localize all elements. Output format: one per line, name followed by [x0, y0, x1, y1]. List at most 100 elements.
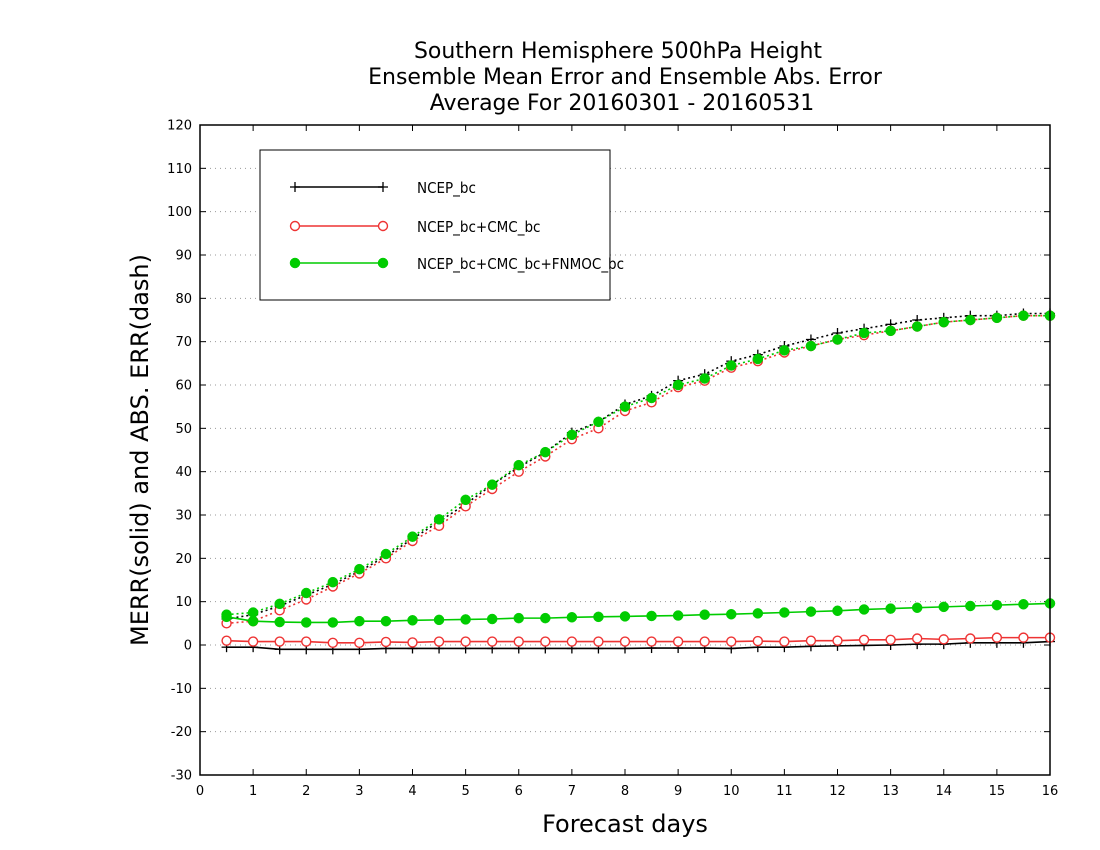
x-tick-label: 10 — [723, 784, 740, 799]
y-tick-label: 120 — [167, 119, 192, 134]
merr-point — [911, 602, 923, 613]
merr-point — [779, 636, 790, 647]
x-tick-label: 4 — [408, 784, 416, 799]
abs-err-point — [566, 429, 578, 441]
merr-point — [460, 636, 471, 647]
merr-point — [274, 636, 285, 647]
merr-point — [301, 636, 312, 647]
y-tick-label: 110 — [167, 162, 192, 177]
merr-point — [672, 636, 684, 647]
abs-err-point — [354, 563, 365, 575]
abs-err-point — [301, 587, 312, 599]
legend-marker — [378, 182, 388, 192]
merr-point — [726, 636, 737, 647]
y-axis-title: MERR(solid) and ABS. ERR(dash) — [126, 254, 154, 646]
merr-point — [460, 614, 471, 625]
merr-point — [221, 611, 232, 623]
abs-err-point — [407, 531, 418, 542]
merr-point — [380, 636, 392, 648]
y-tick-label: 40 — [175, 465, 192, 480]
legend: NCEP_bc NCEP_bc+CMC_bc NCEP_bc+CMC_bc+FNMO… — [259, 149, 624, 301]
merr-point — [672, 610, 684, 621]
merr-point — [832, 605, 843, 617]
chart-title-line-3: Average For 20160301 - 20160531 — [430, 91, 815, 116]
y-tick-label: 0 — [184, 639, 192, 654]
abs-err-point — [1018, 310, 1029, 321]
merr-point — [593, 636, 604, 647]
abs-err-point — [779, 345, 790, 356]
merr-point — [911, 633, 923, 644]
x-tick-label: 7 — [568, 784, 576, 799]
abs-err-point — [380, 548, 392, 560]
merr-point — [752, 635, 764, 647]
merr-point — [274, 616, 285, 628]
merr-point — [965, 600, 976, 612]
abs-err-point — [540, 446, 551, 458]
abs-err-point — [965, 314, 976, 326]
merr-point — [938, 601, 949, 613]
abs-err-point — [619, 401, 631, 412]
abs-err-point — [991, 312, 1003, 324]
legend-marker — [290, 182, 300, 192]
merr-point — [566, 612, 578, 623]
x-tick-label: 16 — [1042, 784, 1059, 799]
merr-point — [805, 606, 817, 617]
y-tick-label: 80 — [175, 292, 192, 307]
x-axis-title: Forecast days — [542, 810, 708, 838]
abs-err-point — [752, 353, 764, 365]
series-group — [221, 308, 1056, 655]
chart-title-line-2: Ensemble Mean Error and Ensemble Abs. Er… — [368, 65, 883, 90]
merr-point — [885, 634, 896, 645]
merr-point — [486, 636, 498, 647]
legend-marker — [377, 220, 389, 232]
legend-marker — [377, 257, 389, 269]
merr-point — [540, 612, 551, 624]
abs-err-point — [672, 379, 684, 391]
merr-point — [513, 636, 524, 647]
abs-err-point — [327, 576, 339, 588]
abs-err-point — [699, 373, 710, 384]
y-tick-label: 30 — [175, 509, 192, 524]
merr-point — [247, 615, 259, 627]
legend-box — [259, 149, 611, 301]
merr-point — [646, 610, 657, 622]
merr-point — [991, 599, 1003, 611]
merr-point — [619, 636, 631, 647]
merr-point — [779, 607, 790, 618]
abs-err-point — [938, 316, 949, 328]
merr-point — [513, 612, 524, 624]
x-tick-label: 12 — [829, 784, 846, 799]
legend-item: NCEP_bc+CMC_bc — [289, 218, 540, 237]
merr-point — [832, 635, 843, 646]
abs-err-point — [513, 459, 524, 471]
merr-point — [885, 603, 896, 614]
merr-point — [805, 635, 817, 646]
merr-point — [407, 615, 418, 626]
abs-err-point — [433, 514, 445, 525]
x-tick-label: 13 — [882, 784, 899, 799]
merr-point — [433, 614, 445, 626]
abs-err-point — [726, 360, 737, 371]
y-tick-label: -10 — [171, 682, 192, 697]
x-tick-label: 0 — [196, 784, 204, 799]
merr-point — [380, 615, 392, 627]
y-tick-label: 90 — [175, 249, 192, 264]
x-tick-label: 5 — [461, 784, 469, 799]
merr-point — [752, 608, 764, 619]
legend-item: NCEP_bc+CMC_bc+FNMOC_bc — [289, 255, 624, 274]
abs-err-point — [858, 327, 870, 339]
merr-point — [327, 637, 339, 649]
abs-err-point — [911, 321, 923, 332]
abs-err-point — [460, 494, 471, 506]
x-tick-label: 1 — [249, 784, 257, 799]
abs-err-point — [593, 416, 604, 428]
merr-point — [646, 636, 657, 647]
merr-point — [566, 636, 578, 647]
y-tick-label: 70 — [175, 335, 192, 350]
merr-point — [433, 636, 445, 647]
abs-err-point — [274, 598, 285, 610]
merr-point — [221, 635, 232, 646]
merr-point — [1018, 599, 1029, 610]
legend-label: NCEP_bc+CMC_bc — [417, 218, 540, 237]
